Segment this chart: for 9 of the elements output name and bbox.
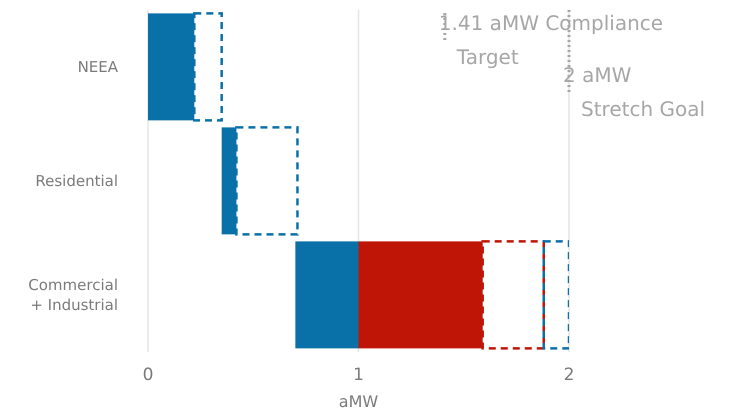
y-tick-label: Commercial + Industrial xyxy=(28,276,118,314)
x-axis-title: aMW xyxy=(338,392,378,411)
bar xyxy=(542,240,569,350)
y-tick-label: NEEA xyxy=(78,58,119,76)
x-tick-label: 1 xyxy=(353,365,364,386)
bar xyxy=(295,241,358,348)
y-tick-label: Residential xyxy=(35,172,118,190)
x-tick-label: 0 xyxy=(142,365,154,386)
x-tick-label: 2 xyxy=(564,365,574,386)
